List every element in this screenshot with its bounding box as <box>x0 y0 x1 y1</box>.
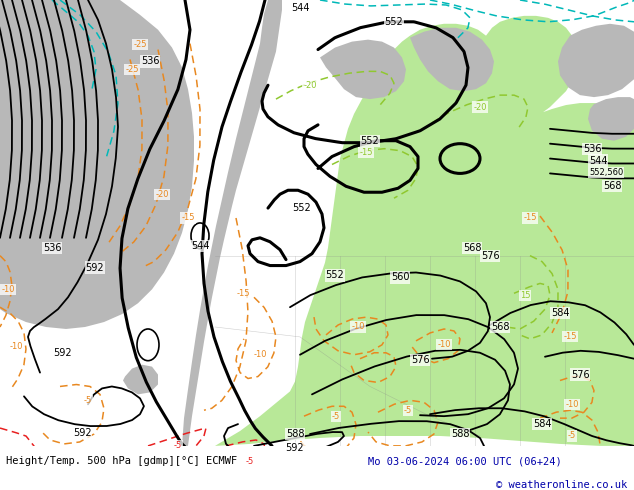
Polygon shape <box>182 0 282 446</box>
Polygon shape <box>410 28 494 91</box>
Text: Height/Temp. 500 hPa [gdmp][°C] ECMWF: Height/Temp. 500 hPa [gdmp][°C] ECMWF <box>6 456 238 466</box>
Text: 584: 584 <box>533 419 551 429</box>
Text: -5: -5 <box>174 441 182 450</box>
Text: -15: -15 <box>563 332 577 342</box>
Text: -5: -5 <box>404 406 412 415</box>
Text: -5: -5 <box>246 457 254 466</box>
Text: -25: -25 <box>126 65 139 74</box>
Text: -5: -5 <box>568 432 576 441</box>
Text: 536: 536 <box>583 144 601 154</box>
Text: 552: 552 <box>326 270 344 280</box>
Text: -10: -10 <box>351 322 365 332</box>
Polygon shape <box>123 365 158 394</box>
Text: -15: -15 <box>523 214 537 222</box>
Text: 552: 552 <box>385 17 403 27</box>
Text: -10: -10 <box>437 341 451 349</box>
Text: -25: -25 <box>133 40 146 49</box>
Text: 560: 560 <box>391 272 410 282</box>
Text: Mo 03-06-2024 06:00 UTC (06+24): Mo 03-06-2024 06:00 UTC (06+24) <box>368 456 562 466</box>
Text: -15: -15 <box>236 289 250 298</box>
Text: 568: 568 <box>491 322 509 332</box>
Polygon shape <box>484 18 578 97</box>
Text: 15: 15 <box>520 291 530 300</box>
Text: -10: -10 <box>1 285 15 294</box>
Text: 544: 544 <box>589 155 607 166</box>
Text: 588: 588 <box>451 429 469 439</box>
Text: 568: 568 <box>463 243 481 253</box>
Text: 544: 544 <box>191 241 209 251</box>
Text: -5: -5 <box>84 396 92 405</box>
Text: 576: 576 <box>571 369 590 380</box>
Text: 576: 576 <box>411 355 429 365</box>
Text: 588: 588 <box>286 429 304 439</box>
Text: © weatheronline.co.uk: © weatheronline.co.uk <box>496 480 628 490</box>
Text: 552: 552 <box>293 203 311 213</box>
Text: -15: -15 <box>181 214 195 222</box>
Text: 544: 544 <box>291 3 309 13</box>
Text: -20: -20 <box>303 81 317 90</box>
Text: -5: -5 <box>332 412 340 421</box>
Text: 536: 536 <box>141 56 159 67</box>
Text: 552: 552 <box>361 136 379 146</box>
Text: 576: 576 <box>481 251 500 261</box>
Text: -10: -10 <box>566 400 579 409</box>
Text: -15: -15 <box>359 148 373 157</box>
Text: 584: 584 <box>551 308 569 318</box>
Text: -10: -10 <box>10 343 23 351</box>
Text: 592: 592 <box>86 263 105 272</box>
Text: 592: 592 <box>286 443 304 453</box>
Polygon shape <box>0 0 194 329</box>
Polygon shape <box>588 97 634 141</box>
Text: -20: -20 <box>473 102 487 112</box>
Text: 592: 592 <box>73 428 91 438</box>
Polygon shape <box>558 24 634 97</box>
Text: -10: -10 <box>253 350 267 359</box>
Text: -20: -20 <box>155 190 169 199</box>
Text: 568: 568 <box>603 181 621 191</box>
Text: 552,560: 552,560 <box>589 168 623 177</box>
Text: 536: 536 <box>42 243 61 253</box>
Text: 592: 592 <box>53 348 71 358</box>
Polygon shape <box>320 40 406 99</box>
Polygon shape <box>215 16 634 446</box>
